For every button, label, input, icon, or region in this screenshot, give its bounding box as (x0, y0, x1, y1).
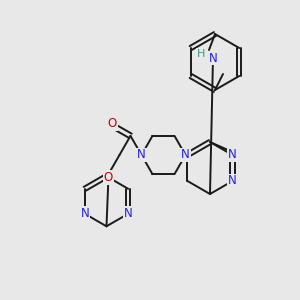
Text: N: N (208, 52, 217, 64)
Text: N: N (80, 207, 89, 220)
Text: N: N (228, 175, 237, 188)
Text: H: H (197, 49, 205, 59)
Text: N: N (181, 148, 190, 161)
Text: N: N (228, 148, 237, 161)
Text: N: N (124, 207, 133, 220)
Text: N: N (137, 148, 146, 161)
Text: O: O (108, 117, 117, 130)
Text: O: O (104, 171, 113, 184)
